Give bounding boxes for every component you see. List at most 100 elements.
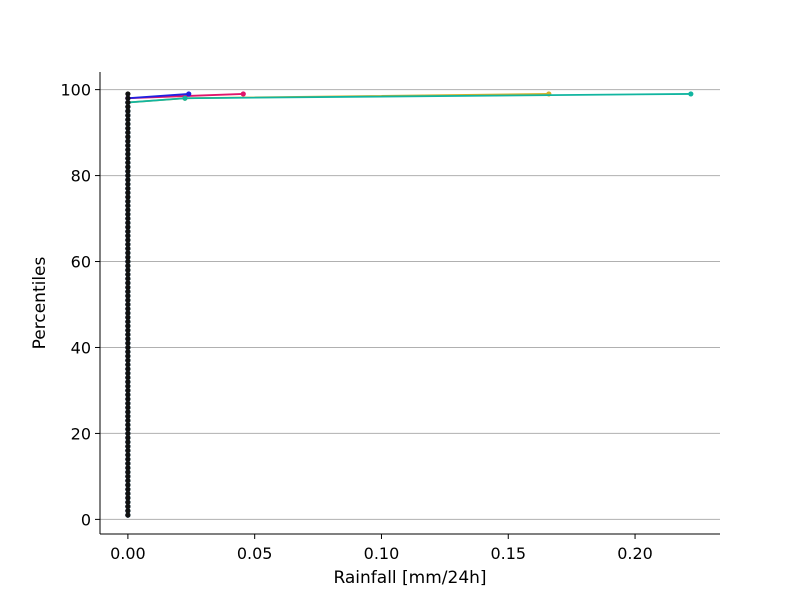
y-tick-label: 80 bbox=[71, 167, 91, 186]
series-pink-line bbox=[126, 93, 244, 516]
series-black-point bbox=[125, 331, 131, 338]
series-black-point bbox=[125, 211, 131, 217]
series-black-point bbox=[125, 336, 131, 342]
y-tick-label: 40 bbox=[71, 338, 91, 357]
x-tick-label: 0.05 bbox=[237, 544, 273, 563]
x-tick-label: 0.10 bbox=[364, 544, 400, 563]
series-black-point bbox=[125, 439, 131, 445]
series-pink-point bbox=[240, 91, 246, 97]
series-blue-point bbox=[186, 91, 192, 97]
series-black-point bbox=[125, 185, 131, 192]
series-black-point bbox=[125, 486, 131, 492]
series-black-point bbox=[125, 323, 131, 329]
series-black-point bbox=[125, 499, 131, 505]
series-teal-point bbox=[182, 95, 188, 101]
series-black-point bbox=[125, 327, 131, 333]
series-black-point bbox=[125, 383, 131, 389]
series-teal-line bbox=[126, 93, 691, 516]
axes bbox=[99, 72, 720, 535]
y-tick-label: 60 bbox=[71, 253, 91, 272]
series-black-point bbox=[125, 271, 131, 278]
series-black-point bbox=[125, 237, 131, 243]
series-black-point bbox=[125, 267, 131, 273]
series-black-point bbox=[125, 379, 131, 385]
series-gold-line bbox=[126, 93, 549, 516]
series-black-point bbox=[125, 241, 131, 247]
series-black-point bbox=[125, 104, 131, 110]
series-black-point bbox=[125, 400, 131, 406]
series-black-point bbox=[125, 413, 131, 419]
series-black-point bbox=[125, 362, 131, 368]
series-black-point bbox=[125, 207, 131, 213]
series-black-point bbox=[125, 319, 131, 325]
series-black-point bbox=[125, 250, 131, 256]
series-black-point bbox=[125, 366, 131, 372]
series-black-point bbox=[125, 91, 131, 97]
series-black-point bbox=[125, 134, 131, 140]
series-black-point bbox=[125, 155, 131, 161]
series-black-point bbox=[125, 409, 131, 415]
series-black-point bbox=[125, 310, 131, 316]
series-black-point bbox=[125, 443, 131, 449]
series-black-point bbox=[125, 258, 131, 265]
series-black-point bbox=[125, 469, 131, 475]
series-black-point bbox=[125, 370, 131, 376]
series-black-point bbox=[125, 344, 131, 351]
series-black-point bbox=[125, 276, 131, 282]
series-black-point bbox=[125, 190, 131, 196]
series-black-point bbox=[125, 392, 131, 398]
series-black-point bbox=[125, 108, 131, 114]
x-tick-label: 0.15 bbox=[490, 544, 526, 563]
y-tick-label: 0 bbox=[81, 510, 91, 529]
series-black-point bbox=[125, 263, 131, 269]
series-black-point bbox=[125, 254, 131, 260]
series-black-point bbox=[125, 289, 131, 295]
series-black-point bbox=[125, 482, 131, 488]
series-black-point bbox=[125, 417, 131, 424]
series-black-point bbox=[125, 293, 131, 299]
y-tick-label: 100 bbox=[60, 81, 91, 100]
series-black-point bbox=[125, 233, 131, 239]
series-layer bbox=[125, 91, 694, 518]
series-black-point bbox=[125, 396, 131, 402]
x-tick-label: 0.00 bbox=[110, 544, 146, 563]
series-black-point bbox=[125, 198, 131, 204]
series-black-point bbox=[125, 160, 131, 166]
series-black-point bbox=[125, 340, 131, 346]
series-black-point bbox=[125, 349, 131, 355]
series-blue-line bbox=[126, 93, 189, 516]
series-black-point bbox=[125, 168, 131, 174]
series-black-point bbox=[125, 220, 131, 226]
series-black-point bbox=[125, 164, 131, 170]
series-black-point bbox=[125, 301, 131, 308]
series-black-point bbox=[125, 491, 131, 497]
series-black-point bbox=[125, 314, 131, 320]
series-black-point bbox=[125, 280, 131, 286]
series-black-point bbox=[125, 117, 131, 123]
series-black-point bbox=[125, 99, 131, 106]
series-black-point bbox=[125, 95, 131, 101]
ticks: 0 20 40 60 80 100 0.00 0.05 0.10 0.15 0.20 bbox=[60, 81, 652, 563]
series-black-point bbox=[125, 452, 131, 458]
series-black-point bbox=[125, 460, 131, 467]
y-tick-label: 20 bbox=[71, 424, 91, 443]
series-black-point bbox=[125, 405, 131, 411]
series-black-point bbox=[125, 430, 131, 437]
series-black-point bbox=[125, 306, 131, 312]
series-teal-point bbox=[688, 91, 694, 97]
series-black-point bbox=[125, 177, 131, 183]
series-black-point bbox=[125, 138, 131, 144]
series-black-point bbox=[125, 503, 131, 510]
series-black-point bbox=[125, 142, 131, 149]
series-black-point bbox=[125, 121, 131, 127]
series-black-point bbox=[125, 473, 131, 480]
series-black-point bbox=[125, 512, 131, 518]
series-black-point bbox=[125, 478, 131, 484]
series-black-point bbox=[125, 448, 131, 454]
x-axis-label: Rainfall [mm/24h] bbox=[333, 568, 486, 588]
series-black-point bbox=[125, 181, 131, 187]
series-black-point bbox=[125, 387, 131, 394]
series-black-point bbox=[125, 456, 131, 462]
